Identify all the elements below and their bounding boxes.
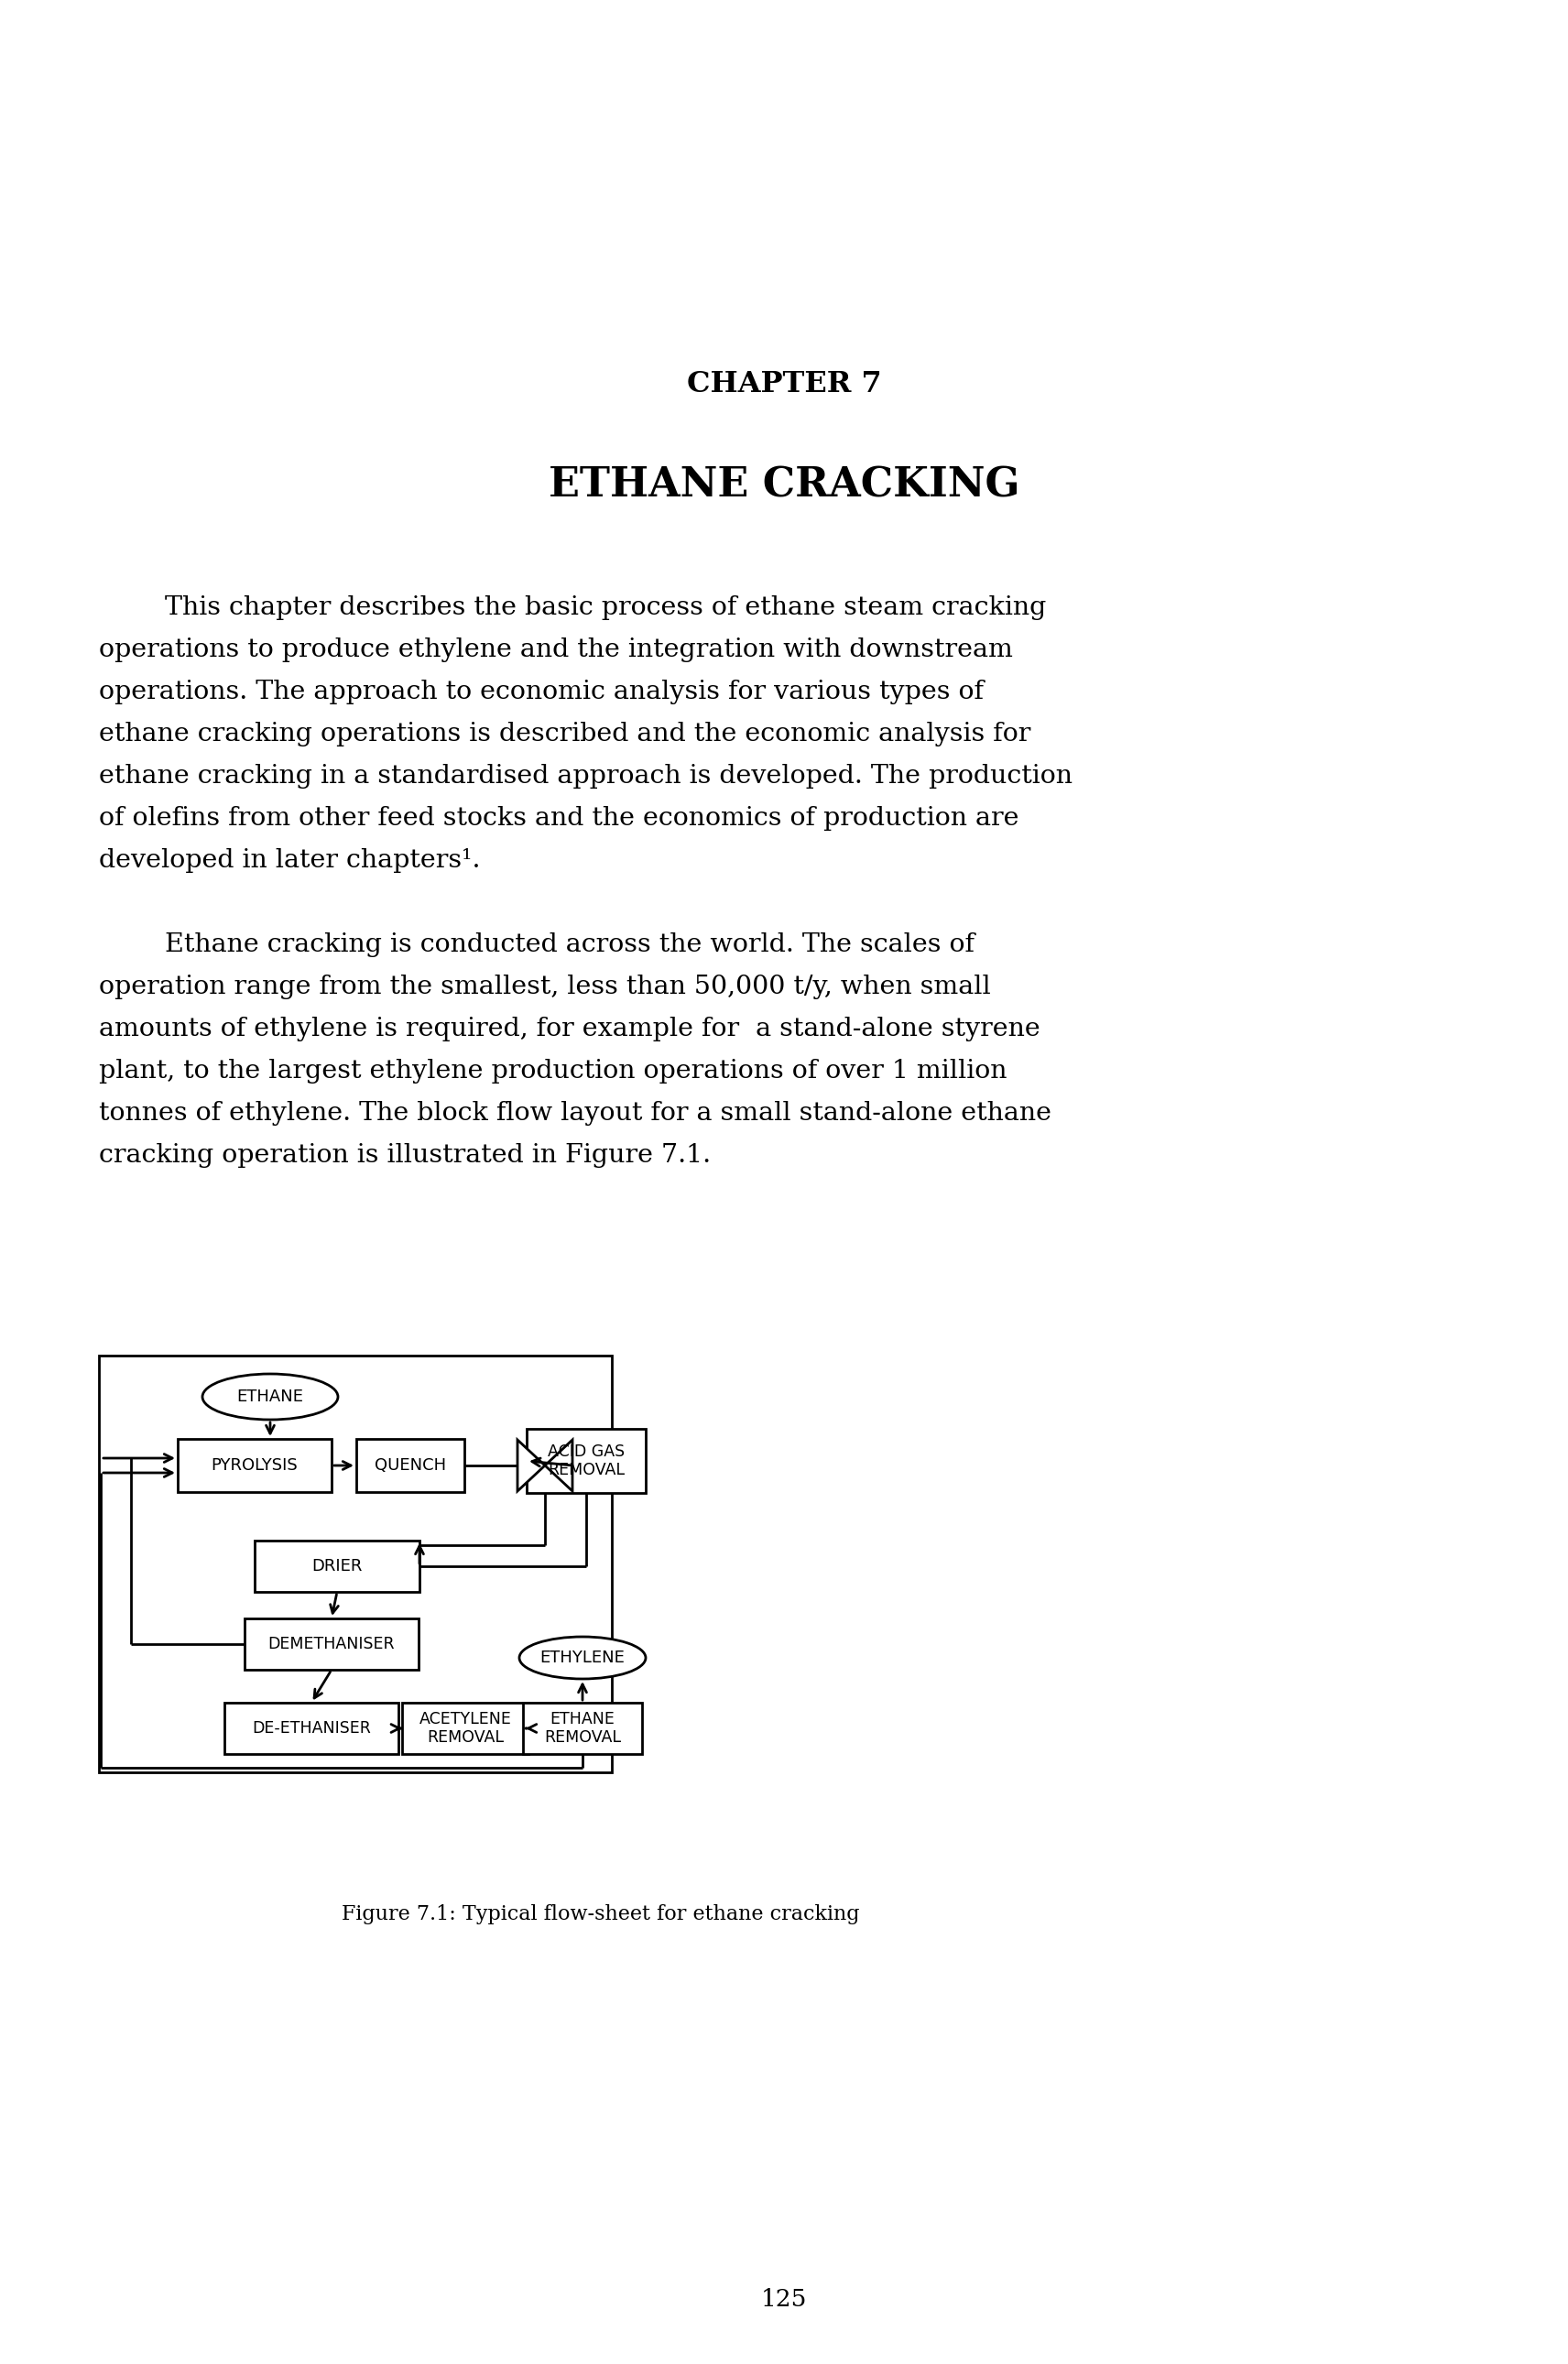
Text: tonnes of ethylene. The block flow layout for a small stand-alone ethane: tonnes of ethylene. The block flow layou… bbox=[99, 1102, 1052, 1125]
Text: DEMETHANISER: DEMETHANISER bbox=[268, 1636, 395, 1652]
Text: ETHANE: ETHANE bbox=[237, 1388, 304, 1404]
Bar bbox=[254, 1541, 420, 1591]
Ellipse shape bbox=[202, 1373, 339, 1421]
Text: This chapter describes the basic process of ethane steam cracking: This chapter describes the basic process… bbox=[99, 596, 1046, 619]
Text: PYROLYSIS: PYROLYSIS bbox=[212, 1456, 298, 1473]
Text: operation range from the smallest, less than 50,000 t/y, when small: operation range from the smallest, less … bbox=[99, 974, 991, 1000]
Text: QUENCH: QUENCH bbox=[375, 1456, 445, 1473]
Text: amounts of ethylene is required, for example for  a stand-alone styrene: amounts of ethylene is required, for exa… bbox=[99, 1017, 1040, 1043]
Text: ethane cracking in a standardised approach is developed. The production: ethane cracking in a standardised approa… bbox=[99, 764, 1073, 790]
Text: of olefins from other feed stocks and the economics of production are: of olefins from other feed stocks and th… bbox=[99, 806, 1019, 830]
Bar bbox=[356, 1440, 464, 1492]
Text: ACETYLENE
REMOVAL: ACETYLENE REMOVAL bbox=[419, 1712, 511, 1747]
Text: Figure 7.1: Typical flow-sheet for ethane cracking: Figure 7.1: Typical flow-sheet for ethan… bbox=[342, 1905, 859, 1924]
Text: operations. The approach to economic analysis for various types of: operations. The approach to economic ana… bbox=[99, 678, 983, 704]
Bar bbox=[99, 1355, 612, 1773]
Text: DRIER: DRIER bbox=[312, 1558, 362, 1574]
Bar bbox=[224, 1702, 398, 1754]
Ellipse shape bbox=[519, 1636, 646, 1678]
Text: DE-ETHANISER: DE-ETHANISER bbox=[252, 1721, 372, 1738]
Bar bbox=[527, 1428, 646, 1494]
Text: 125: 125 bbox=[760, 2288, 808, 2310]
Text: ETHANE
REMOVAL: ETHANE REMOVAL bbox=[544, 1712, 621, 1747]
Text: Ethane cracking is conducted across the world. The scales of: Ethane cracking is conducted across the … bbox=[99, 931, 974, 957]
Text: plant, to the largest ethylene production operations of over 1 million: plant, to the largest ethylene productio… bbox=[99, 1059, 1007, 1083]
Text: operations to produce ethylene and the integration with downstream: operations to produce ethylene and the i… bbox=[99, 638, 1013, 662]
Text: ETHYLENE: ETHYLENE bbox=[539, 1650, 626, 1667]
Text: cracking operation is illustrated in Figure 7.1.: cracking operation is illustrated in Fig… bbox=[99, 1144, 710, 1168]
Bar bbox=[245, 1619, 419, 1669]
Polygon shape bbox=[546, 1440, 572, 1492]
Text: ACID GAS
REMOVAL: ACID GAS REMOVAL bbox=[547, 1442, 624, 1478]
Bar bbox=[177, 1440, 331, 1492]
Text: developed in later chapters¹.: developed in later chapters¹. bbox=[99, 849, 480, 872]
Bar bbox=[401, 1702, 528, 1754]
Text: CHAPTER 7: CHAPTER 7 bbox=[687, 371, 881, 400]
Text: ETHANE CRACKING: ETHANE CRACKING bbox=[549, 466, 1019, 506]
Bar bbox=[524, 1702, 641, 1754]
Text: ethane cracking operations is described and the economic analysis for: ethane cracking operations is described … bbox=[99, 721, 1030, 747]
Polygon shape bbox=[517, 1440, 546, 1492]
